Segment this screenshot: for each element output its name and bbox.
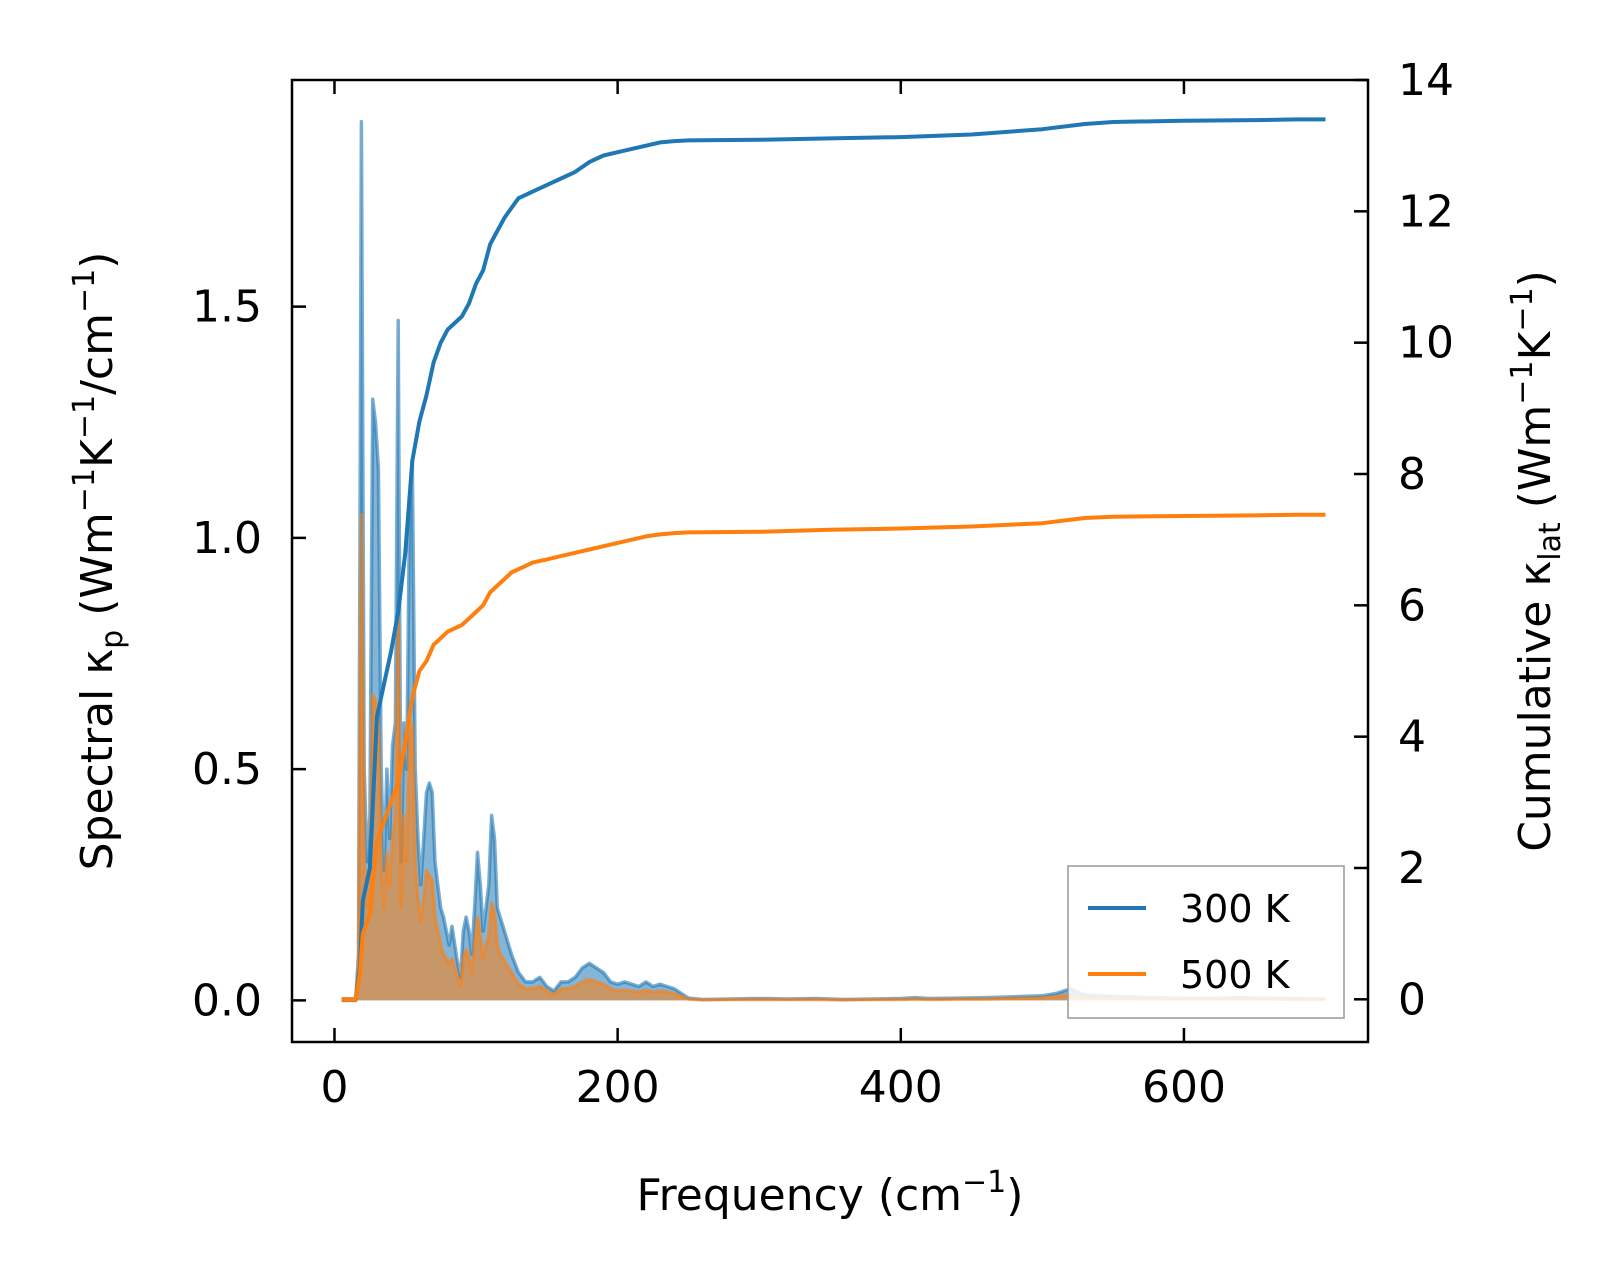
y-left-axis-title-part: −1	[67, 395, 102, 439]
y-right-axis-title-part: (Wm	[1510, 405, 1561, 523]
x-tick-label: 400	[859, 1062, 943, 1113]
y-left-axis-title-part: Spectral κ	[72, 649, 123, 871]
y-right-axis-title-part: K	[1510, 330, 1561, 360]
axes: 0 200 400 600 0.0 0.5 1.0 1.5 0 2 4 6 8 10 12 14	[192, 55, 1454, 1113]
y-right-axis-title: Cumulative κlat (Wm−1K−1)	[1505, 270, 1568, 852]
spectral-fill-s300	[341, 121, 1326, 1001]
y-right-tick-label: 10	[1398, 318, 1454, 369]
y-right-axis-title-part: Cumulative κ	[1510, 561, 1561, 852]
y-left-axis-title-part: /cm	[72, 313, 123, 395]
plot-frame	[290, 78, 1370, 1044]
y-right-axis-title-part: −1	[1505, 360, 1540, 404]
cumulative-line-s500	[341, 512, 1326, 1002]
y-left-axis-title-part: K	[72, 438, 123, 468]
y-right-tick-label: 14	[1398, 55, 1454, 106]
legend: 300 K 500 K	[1067, 865, 1345, 1019]
x-tick-label: 0	[320, 1062, 348, 1113]
y-right-axis-title-part: )	[1510, 270, 1561, 287]
y-right-axis-title-part: lat	[1533, 522, 1568, 561]
x-axis-title-part: −1	[962, 1165, 1006, 1200]
y-left-axis-title-part: p	[95, 630, 130, 649]
plot-clip-group	[341, 117, 1326, 1003]
y-left-axis-title-part: (Wm	[72, 512, 123, 630]
x-axis-title: Frequency (cm−1)	[637, 1165, 1024, 1221]
y-left-tick-label: 1.5	[192, 282, 262, 333]
cumulative-line-s300	[341, 117, 1326, 1002]
legend-label: 300 K	[1180, 887, 1291, 931]
x-tick-label: 200	[576, 1062, 660, 1113]
y-right-tick-label: 2	[1398, 843, 1426, 894]
y-left-tick-label: 0.5	[192, 744, 262, 795]
y-right-tick-label: 0	[1398, 974, 1426, 1025]
y-left-axis-title: Spectral κp (Wm−1K−1/cm−1)	[67, 252, 130, 871]
y-right-tick-label: 8	[1398, 449, 1426, 500]
y-right-tick-label: 4	[1398, 712, 1426, 763]
y-left-axis-title-part: −1	[67, 269, 102, 313]
y-right-tick-label: 12	[1398, 186, 1454, 237]
y-left-tick-label: 0.0	[192, 975, 262, 1026]
y-left-axis-title-part: )	[72, 252, 123, 269]
y-left-axis-title-part: −1	[67, 468, 102, 512]
axis-labels: Frequency (cm−1)Spectral κp (Wm−1K−1/cm−…	[67, 252, 1568, 1221]
x-axis-title-part: )	[1006, 1170, 1023, 1221]
legend-label: 500 K	[1180, 953, 1291, 997]
y-right-tick-label: 6	[1398, 580, 1426, 631]
legend-box	[1067, 865, 1345, 1019]
x-axis-title-part: Frequency (cm	[637, 1170, 963, 1221]
x-tick-label: 600	[1142, 1062, 1226, 1113]
y-right-axis-title-part: −1	[1505, 287, 1540, 331]
spectral-fill-s500	[341, 514, 1326, 1001]
spectral-line-s500	[341, 513, 1326, 1003]
plot-area	[341, 117, 1326, 1003]
y-left-tick-label: 1.0	[192, 513, 262, 564]
